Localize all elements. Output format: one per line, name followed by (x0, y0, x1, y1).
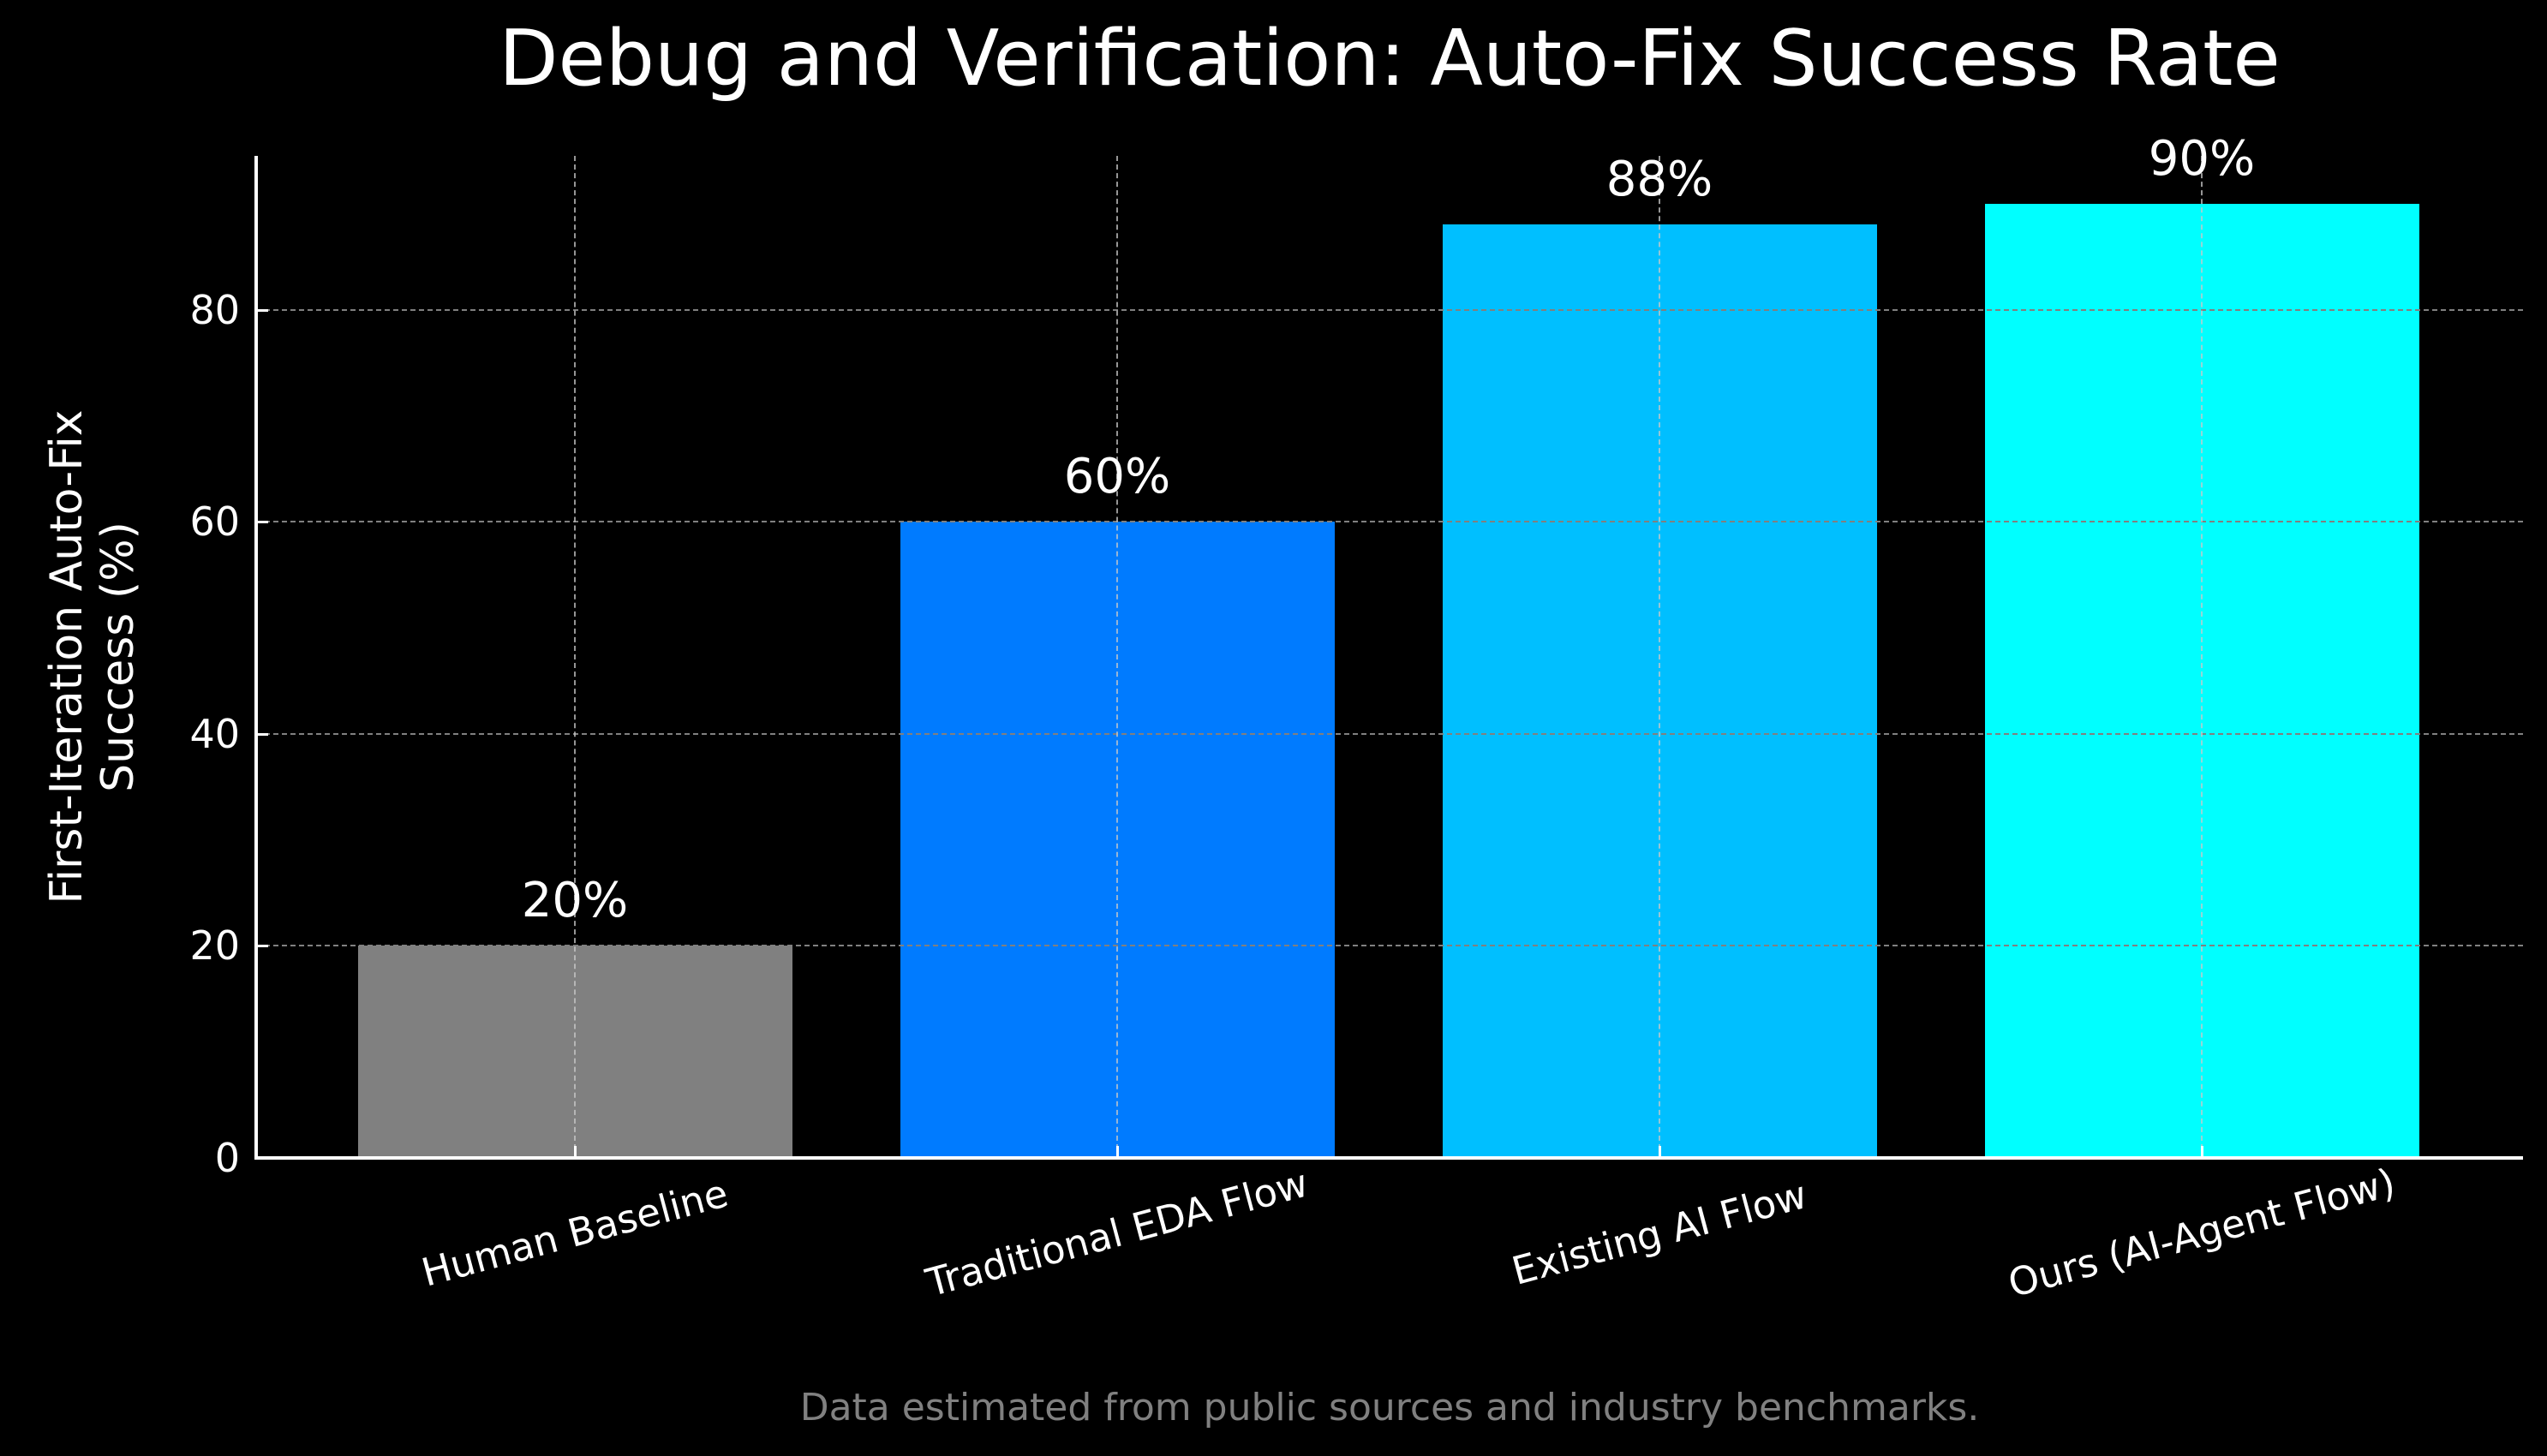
x-tick-label-3: Existing AI Flow (1507, 1172, 1812, 1294)
gridline-y-80 (256, 308, 2523, 311)
gridline-x-1 (574, 156, 576, 1158)
y-tick-label: 20 (189, 922, 240, 970)
gridline-x-3 (1659, 156, 1660, 1158)
chart-title: Debug and Verification: Auto-Fix Success… (499, 14, 2281, 104)
y-tick-label: 0 (214, 1135, 240, 1181)
x-tick-mark (2201, 1146, 2203, 1156)
y-tick-label: 80 (189, 286, 240, 333)
x-tick-mark (1659, 1146, 1661, 1156)
y-tick-mark (258, 732, 268, 736)
x-tick-label-1: Human Baseline (416, 1170, 733, 1296)
value-label-1: 20% (521, 873, 629, 929)
gridline-x-4 (2201, 156, 2203, 1158)
value-label-4: 90% (2148, 130, 2256, 187)
footnote: Data estimated from public sources and i… (799, 1386, 1980, 1429)
y-tick-mark (258, 945, 268, 948)
x-axis-spine (254, 1156, 2523, 1160)
gridline-x-2 (1116, 156, 1118, 1158)
y-tick-label: 40 (189, 710, 240, 757)
y-axis-spine (254, 156, 258, 1160)
x-tick-mark (574, 1146, 577, 1156)
x-tick-label-4: Ours (AI-Agent Flow) (2003, 1159, 2401, 1307)
gridline-y-20 (256, 945, 2523, 947)
y-tick-mark (258, 521, 268, 524)
value-label-3: 88% (1605, 152, 1713, 208)
x-tick-mark (1116, 1146, 1119, 1156)
x-tick-label-2: Traditional EDA Flow (921, 1160, 1313, 1306)
gridline-y-60 (256, 521, 2523, 523)
y-tick-mark (258, 308, 268, 312)
y-tick-label: 60 (189, 498, 240, 546)
gridline-y-40 (256, 732, 2523, 735)
value-label-2: 60% (1063, 449, 1171, 505)
